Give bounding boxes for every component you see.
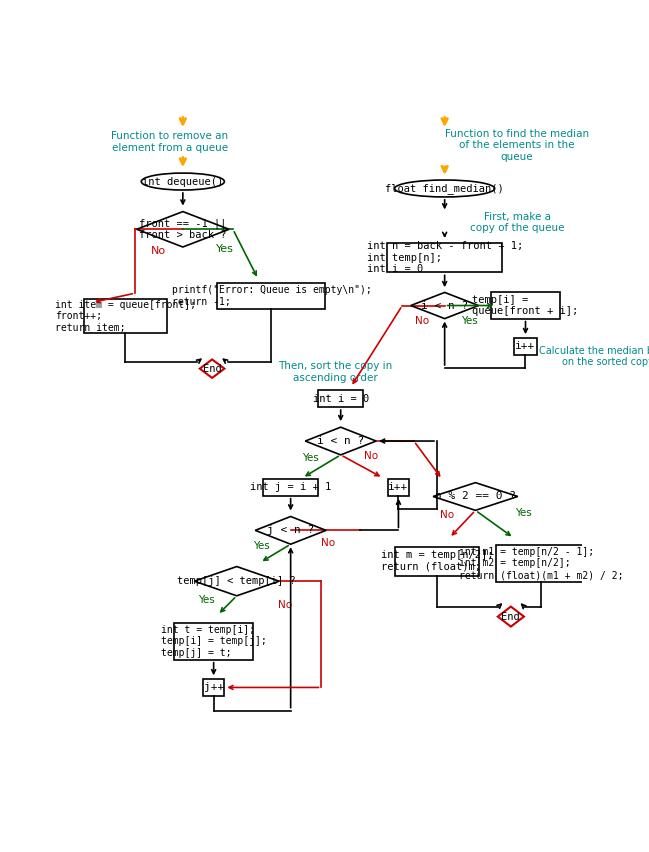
Text: Then, sort the copy in
ascending order: Then, sort the copy in ascending order — [278, 361, 393, 383]
Text: Function to remove an
element from a queue: Function to remove an element from a que… — [111, 131, 228, 153]
Text: No: No — [363, 452, 378, 462]
Text: No: No — [151, 246, 165, 256]
Text: int m1 = temp[n/2 - 1];
int m2 = temp[n/2];
return (float)(m1 + m2) / 2;: int m1 = temp[n/2 - 1]; int m2 = temp[n/… — [459, 547, 623, 580]
Text: First, make a
copy of the queue: First, make a copy of the queue — [470, 211, 565, 233]
Text: No: No — [278, 600, 292, 610]
Text: No: No — [415, 316, 430, 326]
Text: temp[i] =
queue[front + i];: temp[i] = queue[front + i]; — [472, 295, 579, 316]
Text: Yes: Yes — [302, 453, 319, 463]
Text: Yes: Yes — [197, 596, 214, 606]
Text: Yes: Yes — [515, 508, 532, 518]
Text: int dequeue(): int dequeue() — [142, 176, 223, 187]
Text: int m = temp[n/2];
return (float)m;: int m = temp[n/2]; return (float)m; — [381, 550, 493, 572]
Text: Function to find the median
of the elements in the
queue: Function to find the median of the eleme… — [445, 129, 589, 162]
Text: Calculate the median based
on the sorted copy: Calculate the median based on the sorted… — [539, 346, 649, 367]
Text: No: No — [321, 538, 335, 549]
Text: int t = temp[i];
temp[i] = temp[j];
temp[j] = t;: int t = temp[i]; temp[i] = temp[j]; temp… — [161, 625, 267, 658]
Text: int item = queue[front];
front++;
return item;: int item = queue[front]; front++; return… — [55, 300, 195, 333]
Text: front == -1 ||
front > back ?: front == -1 || front > back ? — [139, 218, 227, 240]
Text: Yes: Yes — [216, 245, 234, 254]
Text: int i = 0: int i = 0 — [313, 394, 369, 404]
Text: j++: j++ — [204, 682, 224, 693]
Text: n % 2 == 0 ?: n % 2 == 0 ? — [435, 492, 516, 502]
Text: j < n ?: j < n ? — [267, 526, 314, 535]
Text: int j = i + 1: int j = i + 1 — [250, 482, 331, 492]
Text: End: End — [202, 364, 221, 374]
Text: temp[j] < temp[i] ?: temp[j] < temp[i] ? — [177, 576, 296, 586]
Text: float find_median(): float find_median() — [386, 183, 504, 194]
Text: printf("Error: Queue is empty\n");
return -1;: printf("Error: Queue is empty\n"); retur… — [171, 285, 371, 307]
Text: Yes: Yes — [253, 541, 270, 550]
Text: i++: i++ — [515, 342, 535, 351]
Text: Yes: Yes — [461, 316, 478, 326]
Text: int n = back - front + 1;
int temp[n];
int i = 0: int n = back - front + 1; int temp[n]; i… — [367, 241, 523, 274]
Text: i < n ?: i < n ? — [421, 301, 469, 310]
Text: i++: i++ — [388, 482, 409, 492]
Text: End: End — [502, 612, 520, 622]
Text: No: No — [440, 510, 454, 520]
Text: i < n ?: i < n ? — [317, 436, 364, 446]
